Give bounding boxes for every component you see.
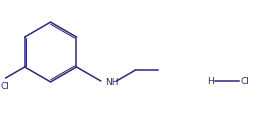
Text: H: H [207,77,214,86]
Text: Cl: Cl [0,81,9,90]
Text: NH: NH [105,78,118,87]
Text: Cl: Cl [241,77,249,86]
